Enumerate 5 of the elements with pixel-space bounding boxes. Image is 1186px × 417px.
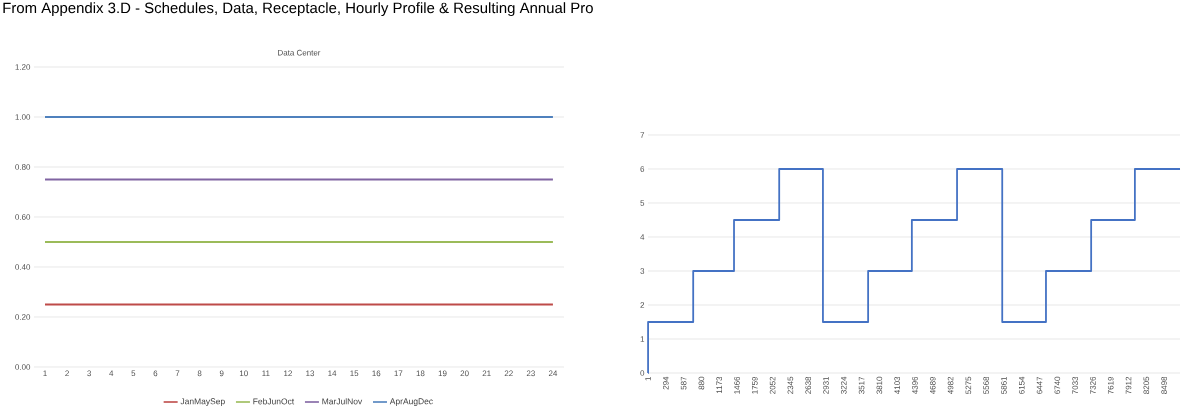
text: From Appendix 3.D - Schedules, Data, Receptacle, Hourly Profile & Resulting Annual Pro xyxy=(3,2,593,17)
legend-label: AprAugDec xyxy=(389,398,433,406)
legend-label: MarJulNov xyxy=(322,398,363,405)
legend-label: FebJunOct xyxy=(253,398,295,405)
legend-label: JanMaySep xyxy=(180,398,225,406)
